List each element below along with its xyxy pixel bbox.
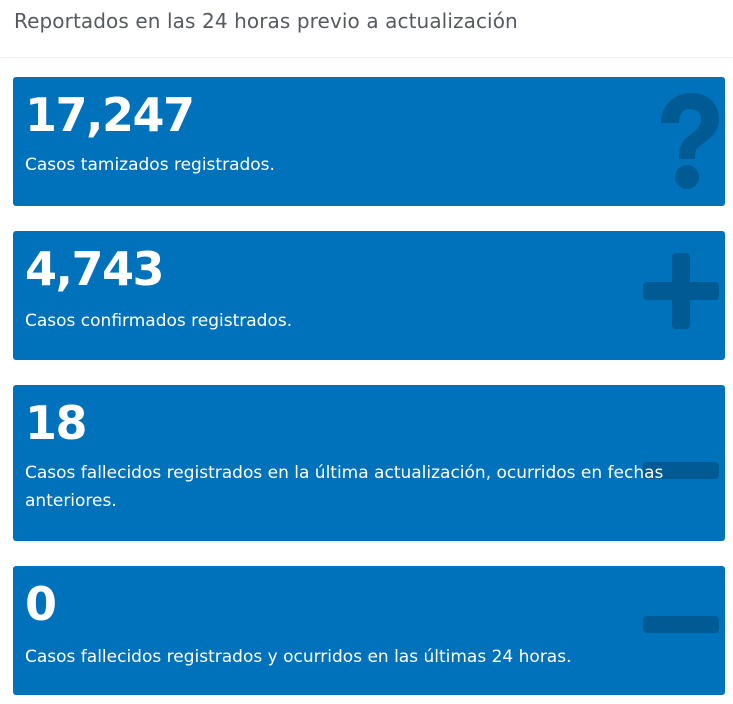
deceased-previous-label: Casos fallecidos registrados en la últim… (25, 463, 664, 511)
deceased-24h-label: Casos fallecidos registrados y ocurridos… (25, 647, 572, 667)
card-deceased-previous: 18 Casos fallecidos registrados en la úl… (13, 385, 725, 541)
screened-label: Casos tamizados registrados. (25, 155, 275, 175)
deceased-24h-count: 0 (25, 577, 57, 631)
confirmed-count: 4,743 (25, 242, 165, 296)
confirmed-label: Casos confirmados registrados. (25, 311, 293, 331)
page-title: Reportados en las 24 horas previo a actu… (14, 9, 518, 33)
minus-icon (643, 462, 719, 479)
plus-icon (643, 253, 719, 329)
screened-count: 17,247 (25, 88, 195, 142)
minus-icon (643, 616, 719, 633)
card-confirmed-cases: 4,743 Casos confirmados registrados. (13, 231, 725, 360)
question-icon (661, 93, 719, 189)
card-deceased-24h: 0 Casos fallecidos registrados y ocurrid… (13, 566, 725, 695)
card-screened-cases: 17,247 Casos tamizados registrados. (13, 77, 725, 206)
page-header: Reportados en las 24 horas previo a actu… (0, 0, 733, 58)
deceased-previous-count: 18 (25, 396, 88, 450)
